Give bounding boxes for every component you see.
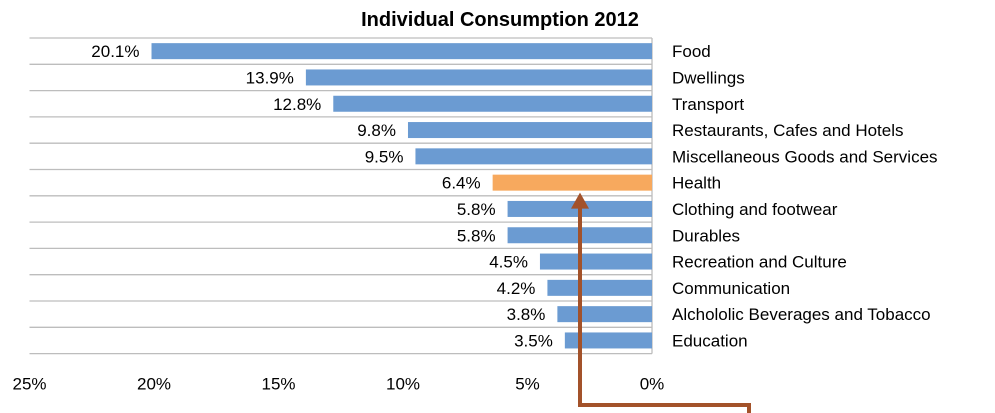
value-label: 5.8% [457,226,496,245]
tick-label: 10% [386,375,420,394]
category-label: Dwellings [672,68,745,87]
value-label: 12.8% [273,95,321,114]
tick-label: 15% [261,375,295,394]
value-label: 9.8% [357,121,396,140]
bar [564,332,652,349]
bar [547,279,652,296]
bar [151,43,652,60]
arrow-head [571,192,589,209]
value-label: 3.8% [507,305,546,324]
category-label: Health [672,174,721,193]
bars [151,43,652,349]
category-label: Durables [672,226,740,245]
tick-label: 25% [12,375,46,394]
x-axis-tick-labels: 25% 20% 15% 10% 5% 0% [12,375,664,394]
tick-label: 0% [640,375,665,394]
category-label: Food [672,42,711,61]
category-label: Communication [672,279,790,298]
arrow-line [578,206,751,413]
bar [492,174,652,191]
tick-label: 20% [137,375,171,394]
bar [557,306,652,323]
bar [407,122,652,139]
value-label: 6.4% [442,174,481,193]
tick-label: 5% [515,375,540,394]
category-labels: Food Dwellings Transport Restaurants, Cafes… [672,42,938,350]
value-label: 4.5% [489,253,528,272]
category-label: Alchololic Beverages and Tobacco [672,305,931,324]
chart-title: Individual Consumption 2012 [361,9,639,31]
value-label: 4.2% [497,279,536,298]
bar [305,69,652,86]
value-label: 5.8% [457,200,496,219]
category-label: Miscellaneous Goods and Services [672,147,938,166]
value-label: 3.5% [514,331,553,350]
category-label: Transport [672,95,744,114]
bar [415,148,652,165]
gridlines [29,37,653,355]
category-label: Restaurants, Cafes and Hotels [672,121,904,140]
category-label: Education [672,331,748,350]
value-label: 13.9% [246,68,294,87]
value-label: 9.5% [365,147,404,166]
highlight-arrow [571,192,751,413]
category-label: Clothing and footwear [672,200,838,219]
value-label: 20.1% [91,42,139,61]
bar [539,253,652,270]
value-labels: 20.1% 13.9% 12.8% 9.8% 9.5% 6.4% 5.8% 5.8% 4.5% 4… [91,42,553,350]
bar [333,95,652,112]
category-label: Recreation and Culture [672,253,847,272]
